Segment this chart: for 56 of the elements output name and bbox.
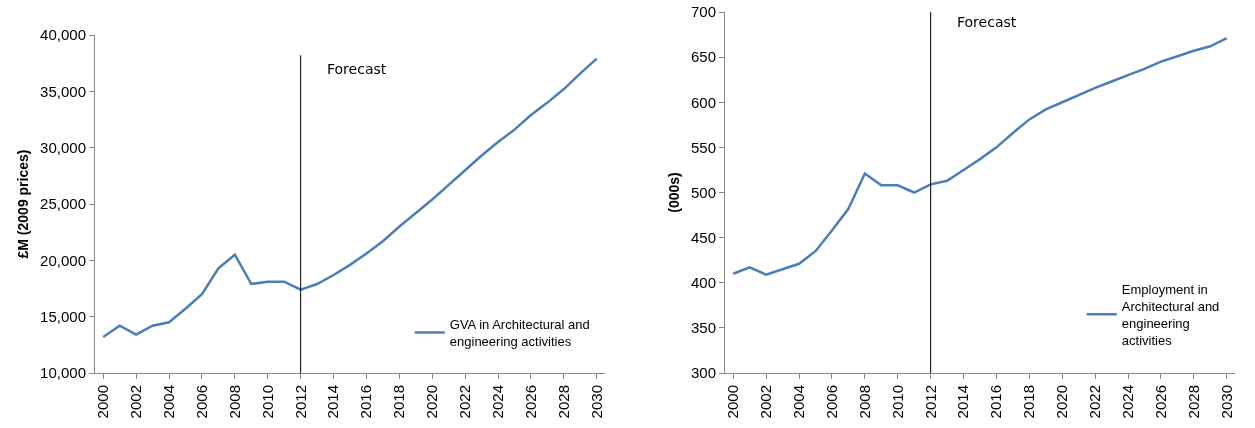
y-tick-label: 650 [690,48,716,66]
x-tick-label: 2028 [554,385,572,419]
x-tick-label: 2026 [1151,385,1169,419]
x-tick-label: 2010 [258,385,276,419]
y-tick-label: 550 [690,138,716,156]
x-tick-label: 2016 [357,385,375,419]
y-axis-title: (000s) [665,172,682,213]
x-tick-label: 2022 [456,385,474,419]
x-tick-label: 2030 [1217,385,1235,419]
x-tick-label: 2016 [987,385,1005,419]
x-tick-label: 2010 [888,385,906,419]
x-tick-label: 2014 [954,385,972,419]
y-tick-label: 20,000 [40,251,86,269]
y-tick-label: 350 [690,319,716,337]
y-tick-label: 40,000 [40,26,86,44]
x-tick-label: 2000 [94,385,112,419]
x-tick-label: 2026 [521,385,539,419]
x-tick-label: 2018 [390,385,408,419]
x-tick-label: 2020 [423,385,441,419]
x-tick-label: 2022 [1086,385,1104,419]
x-tick-label: 2006 [822,385,840,419]
legend-label: GVA in Architectural and engineering activities [449,317,590,350]
y-tick-label: 25,000 [40,195,86,213]
x-tick-label: 2008 [225,385,243,419]
x-tick-label: 2006 [192,385,210,419]
x-tick-label: 2018 [1020,385,1038,419]
y-tick-label: 700 [690,3,716,21]
x-tick-label: 2004 [789,385,807,419]
x-tick-label: 2020 [1053,385,1071,419]
ref-line-label: Forecast [327,61,387,77]
y-tick-label: 600 [690,93,716,111]
y-tick-label: 500 [690,183,716,201]
legend-label: Employment in Architectural and engineering activities [1121,281,1220,348]
x-tick-label: 2028 [1184,385,1202,419]
line-series [101,57,599,339]
x-tick-label: 2014 [324,385,342,419]
ref-line-label: Forecast [957,14,1017,30]
y-tick-label: 35,000 [40,82,86,100]
y-tick-label: 30,000 [40,138,86,156]
x-tick-label: 2030 [587,385,605,419]
y-tick-label: 400 [690,274,716,291]
x-tick-label: 2004 [159,385,177,419]
line-series [731,36,1229,276]
x-tick-label: 2002 [127,385,145,419]
y-axis-title: £M (2009 prices) [14,149,31,259]
x-tick-label: 2008 [855,385,873,419]
x-tick-label: 2002 [757,385,775,419]
x-tick-label: 2024 [488,385,506,419]
y-tick-label: 450 [690,228,716,246]
x-tick-label: 2024 [1118,385,1136,419]
y-tick-label: 300 [690,364,716,382]
x-tick-label: 2012 [921,385,939,419]
y-tick-label: 15,000 [40,307,86,325]
x-tick-label: 2012 [291,385,309,419]
x-tick-label: 2000 [724,385,742,419]
y-tick-label: 10,000 [40,364,86,382]
